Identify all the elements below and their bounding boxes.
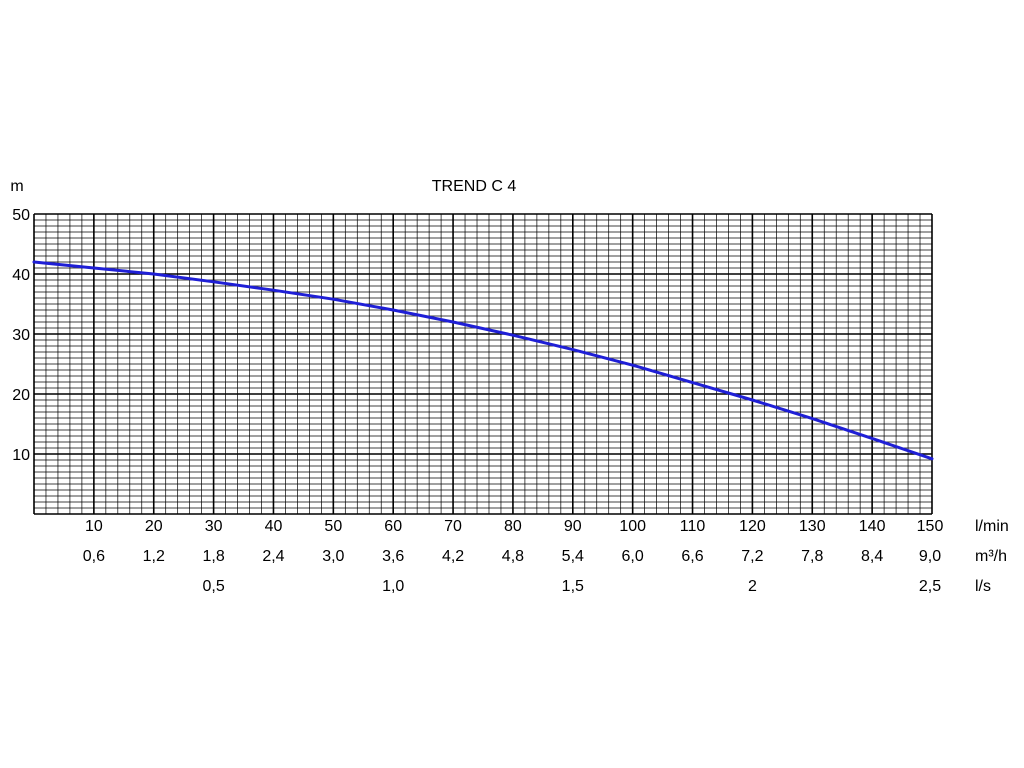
x-tick-label: 0,6 bbox=[83, 548, 105, 565]
x-tick-label: 20 bbox=[145, 518, 163, 535]
y-tick-label: 50 bbox=[12, 207, 30, 224]
x-tick-label: 9,0 bbox=[919, 548, 941, 565]
series-point bbox=[571, 348, 574, 351]
y-tick-label: 30 bbox=[12, 327, 30, 344]
y-tick-label: 10 bbox=[12, 447, 30, 464]
series-line-0 bbox=[32, 260, 934, 461]
x-tick-label: 2,4 bbox=[262, 548, 284, 565]
x-tick-label: 10 bbox=[85, 518, 103, 535]
series-point bbox=[511, 334, 515, 337]
series-point bbox=[870, 437, 874, 440]
x-tick-label: 2 bbox=[748, 578, 757, 595]
x-tick-label: 80 bbox=[504, 518, 522, 535]
x-tick-label: 110 bbox=[680, 518, 706, 535]
x-tick-label: 50 bbox=[324, 518, 342, 535]
x-tick-label: 4,2 bbox=[442, 548, 464, 565]
x-tick-label: 0,5 bbox=[202, 578, 224, 595]
x-tick-label: 4,8 bbox=[502, 548, 524, 565]
series-point bbox=[332, 298, 335, 301]
series-point bbox=[751, 398, 754, 402]
x-tick-label: 2,5 bbox=[919, 578, 941, 595]
y-tick-label: 40 bbox=[12, 267, 30, 284]
series-point bbox=[32, 260, 36, 264]
x-tick-label: 1,5 bbox=[562, 578, 584, 595]
major-grid bbox=[33, 213, 933, 515]
x-tick-label: 3,6 bbox=[382, 548, 404, 565]
minor-grid bbox=[33, 213, 933, 515]
series-point bbox=[930, 457, 934, 460]
x-tick-label: 100 bbox=[619, 518, 646, 535]
series-point bbox=[451, 320, 455, 324]
x-tick-label: 40 bbox=[265, 518, 283, 535]
x-axis-unit-label: m³/h bbox=[975, 548, 1007, 565]
x-tick-label: 7,2 bbox=[741, 548, 763, 565]
x-tick-label: 90 bbox=[564, 518, 582, 535]
x-tick-label: 140 bbox=[859, 518, 886, 535]
y-tick-labels: 10 20 30 40 50 bbox=[12, 207, 30, 464]
series-layer bbox=[32, 260, 934, 461]
series-point bbox=[811, 417, 814, 420]
x-tick-label: 1,0 bbox=[382, 578, 404, 595]
series-point bbox=[392, 308, 395, 312]
x-tick-label: 1,8 bbox=[202, 548, 224, 565]
x-tick-label: 120 bbox=[739, 518, 766, 535]
x-axis-unit-label: l/s bbox=[975, 578, 991, 595]
x-tick-label: 6,0 bbox=[622, 548, 644, 565]
x-tick-label: 70 bbox=[444, 518, 462, 535]
x-tick-label: 5,4 bbox=[562, 548, 584, 565]
y-tick-label: 20 bbox=[12, 387, 30, 404]
series-point bbox=[152, 272, 155, 276]
x-tick-label: 130 bbox=[799, 518, 826, 535]
x-axis-rows: 10 20 30 40 50 60 70 80 90 100 110 120 130 140 150 l/mi… bbox=[83, 518, 1009, 595]
x-tick-label: 60 bbox=[384, 518, 402, 535]
series-point bbox=[272, 289, 275, 292]
x-tick-label: 1,2 bbox=[143, 548, 165, 565]
x-tick-label: 30 bbox=[205, 518, 223, 535]
x-tick-label: 150 bbox=[917, 518, 944, 535]
x-tick-label: 7,8 bbox=[801, 548, 823, 565]
series-point bbox=[92, 266, 96, 270]
x-tick-label: 8,4 bbox=[861, 548, 883, 565]
chart-title: TREND C 4 bbox=[432, 178, 517, 195]
x-axis-unit-label: l/min bbox=[975, 518, 1009, 535]
series-point bbox=[691, 381, 694, 384]
series-point bbox=[631, 364, 634, 367]
x-tick-label: 6,6 bbox=[681, 548, 703, 565]
y-axis-label: m bbox=[10, 178, 23, 195]
x-tick-label: 3,0 bbox=[322, 548, 344, 565]
series-point bbox=[212, 280, 215, 283]
